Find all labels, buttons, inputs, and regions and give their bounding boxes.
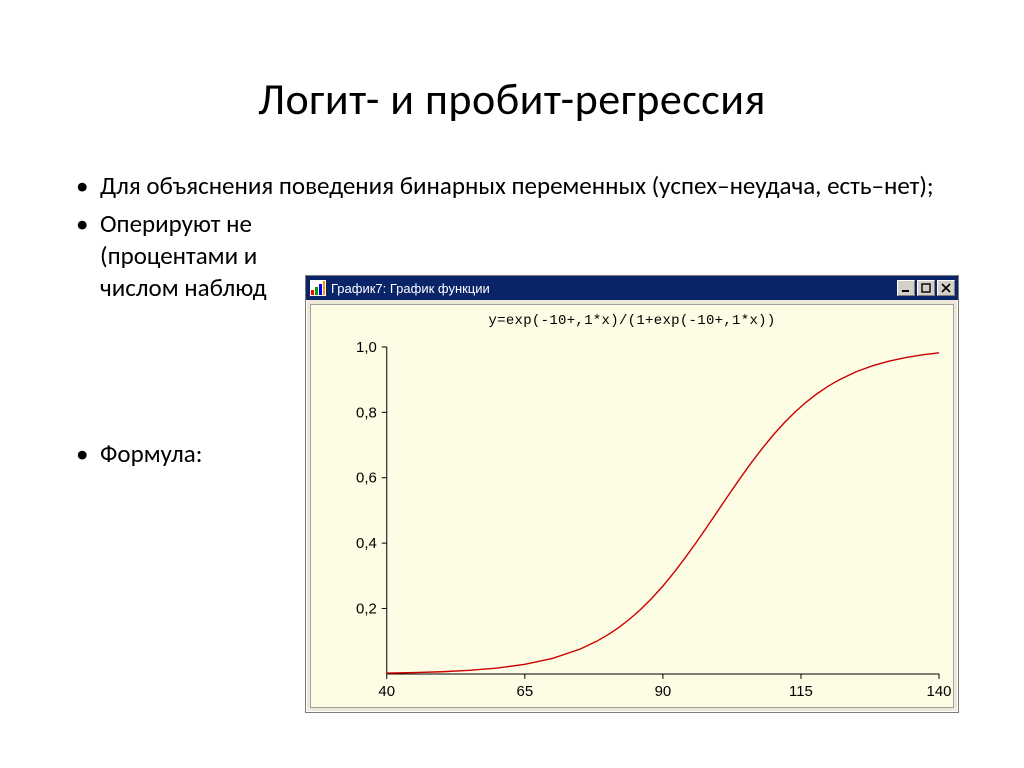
window-titlebar[interactable]: График7: График функции — [306, 276, 958, 300]
maximize-icon — [921, 283, 931, 293]
svg-text:40: 40 — [378, 683, 395, 700]
svg-text:1,0: 1,0 — [356, 339, 377, 356]
svg-text:115: 115 — [789, 683, 813, 700]
svg-text:0,2: 0,2 — [356, 601, 377, 618]
minimize-icon — [901, 283, 911, 293]
maximize-button[interactable] — [917, 280, 935, 296]
chart-formula: y=exp(-10+,1*x)/(1+exp(-10+,1*x)) — [311, 313, 953, 329]
svg-text:0,6: 0,6 — [356, 470, 377, 487]
chart-window: График7: График функции y=exp(-10+,1*x)/… — [305, 275, 959, 713]
app-icon — [310, 280, 326, 296]
close-button[interactable] — [937, 280, 955, 296]
bullet-item: Для объяснения поведения бинарных переме… — [72, 170, 952, 202]
svg-text:0,4: 0,4 — [356, 535, 377, 552]
svg-text:65: 65 — [517, 683, 534, 700]
svg-text:140: 140 — [927, 683, 952, 700]
plot-area: y=exp(-10+,1*x)/(1+exp(-10+,1*x)) 0,2 0,4… — [310, 304, 954, 708]
close-icon — [941, 283, 951, 293]
minimize-button[interactable] — [897, 280, 915, 296]
page-title: Логит- и пробит-регрессия — [0, 0, 1024, 126]
svg-text:0,8: 0,8 — [356, 404, 377, 421]
window-caption: График7: График функции — [331, 281, 897, 296]
chart-canvas: 0,2 0,4 0,6 0,8 1,0 40 65 90 115 140 — [311, 335, 953, 706]
svg-text:90: 90 — [655, 683, 672, 700]
